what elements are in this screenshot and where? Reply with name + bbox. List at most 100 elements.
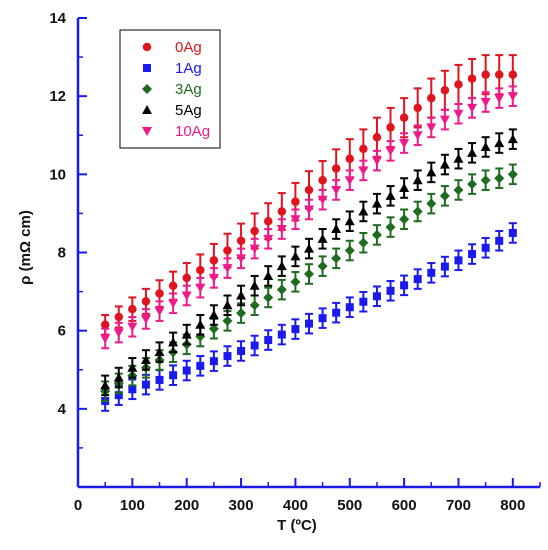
data-point xyxy=(169,371,178,380)
x-tick-label: 300 xyxy=(229,497,254,514)
data-point xyxy=(100,380,111,390)
data-point xyxy=(494,94,505,104)
data-point xyxy=(439,159,450,169)
series-10Ag xyxy=(100,85,518,350)
data-point xyxy=(359,297,368,306)
axes-layer: 4 6 8 10 12 14 0 100 200 300 400 500 600 700 800 xyxy=(49,10,541,514)
data-point xyxy=(399,183,410,193)
data-point xyxy=(412,131,423,141)
series-5Ag xyxy=(100,128,518,397)
y-tick-label: 12 xyxy=(49,88,66,105)
data-point xyxy=(264,336,273,345)
legend-marker xyxy=(142,42,152,52)
data-point xyxy=(358,237,369,248)
data-point xyxy=(114,312,124,322)
data-point xyxy=(249,300,260,311)
legend-item-0Ag: 0Ag xyxy=(142,39,202,56)
data-point xyxy=(276,261,287,271)
data-point xyxy=(318,314,327,323)
data-point xyxy=(331,253,342,264)
data-point xyxy=(332,308,341,317)
legend-item-10Ag: 10Ag xyxy=(142,123,210,140)
data-point xyxy=(276,225,287,235)
x-tick-label: 0 xyxy=(74,497,82,514)
x-axis-title: T (ºC) xyxy=(277,517,317,534)
data-point xyxy=(304,205,314,215)
data-point xyxy=(467,74,477,83)
data-point xyxy=(439,190,450,201)
data-point xyxy=(344,245,355,256)
data-point xyxy=(291,197,300,206)
data-point xyxy=(209,357,218,366)
data-point xyxy=(494,173,505,184)
data-point xyxy=(385,146,396,156)
data-point xyxy=(127,322,138,332)
data-point xyxy=(196,265,205,275)
data-point xyxy=(222,315,233,326)
data-point xyxy=(222,264,233,274)
data-point xyxy=(113,328,124,338)
data-point xyxy=(331,185,342,195)
data-point xyxy=(385,190,396,200)
data-point xyxy=(223,246,232,255)
data-point xyxy=(318,175,327,185)
data-point xyxy=(453,184,464,195)
data-point xyxy=(154,347,165,357)
data-point xyxy=(128,385,137,394)
data-point xyxy=(399,139,410,149)
series-layer xyxy=(100,54,518,412)
legend-marker xyxy=(143,64,151,72)
data-point xyxy=(291,325,300,334)
data-point xyxy=(399,113,409,122)
data-point xyxy=(440,86,450,95)
data-point xyxy=(468,250,477,259)
data-point xyxy=(412,206,423,217)
data-point xyxy=(508,228,517,237)
data-point xyxy=(250,341,259,350)
data-point xyxy=(426,167,437,177)
y-tick-label: 10 xyxy=(49,166,66,183)
data-point xyxy=(345,154,355,163)
data-point xyxy=(317,233,328,243)
data-point xyxy=(249,244,260,254)
data-point xyxy=(453,109,464,119)
data-point xyxy=(236,254,247,264)
data-point xyxy=(481,243,490,252)
data-point xyxy=(494,70,504,79)
data-point xyxy=(372,132,382,142)
data-point xyxy=(196,361,205,370)
data-point xyxy=(182,366,191,375)
data-point xyxy=(209,256,219,265)
data-point xyxy=(155,289,164,298)
data-point xyxy=(304,185,314,195)
data-point xyxy=(277,330,286,339)
data-point xyxy=(481,70,490,79)
data-point xyxy=(154,307,165,317)
data-point xyxy=(371,198,382,208)
data-point xyxy=(236,308,247,319)
data-point xyxy=(358,206,369,216)
legend-marker xyxy=(142,105,152,114)
data-point xyxy=(480,175,491,186)
data-point xyxy=(222,300,233,310)
data-point xyxy=(208,310,219,320)
data-point xyxy=(290,251,301,261)
legend-label: 10Ag xyxy=(175,123,210,140)
data-point xyxy=(250,226,259,236)
data-point xyxy=(344,176,355,186)
data-point xyxy=(386,286,395,295)
data-point xyxy=(263,216,273,226)
data-point xyxy=(317,195,328,205)
data-point xyxy=(249,280,260,290)
data-point xyxy=(195,283,206,293)
data-point xyxy=(195,319,206,329)
data-point xyxy=(400,281,409,290)
data-point xyxy=(399,214,410,225)
data-point xyxy=(290,215,301,225)
data-point xyxy=(413,275,422,284)
data-point xyxy=(155,375,164,384)
data-point xyxy=(454,256,463,265)
legend-label: 3Ag xyxy=(175,81,202,98)
